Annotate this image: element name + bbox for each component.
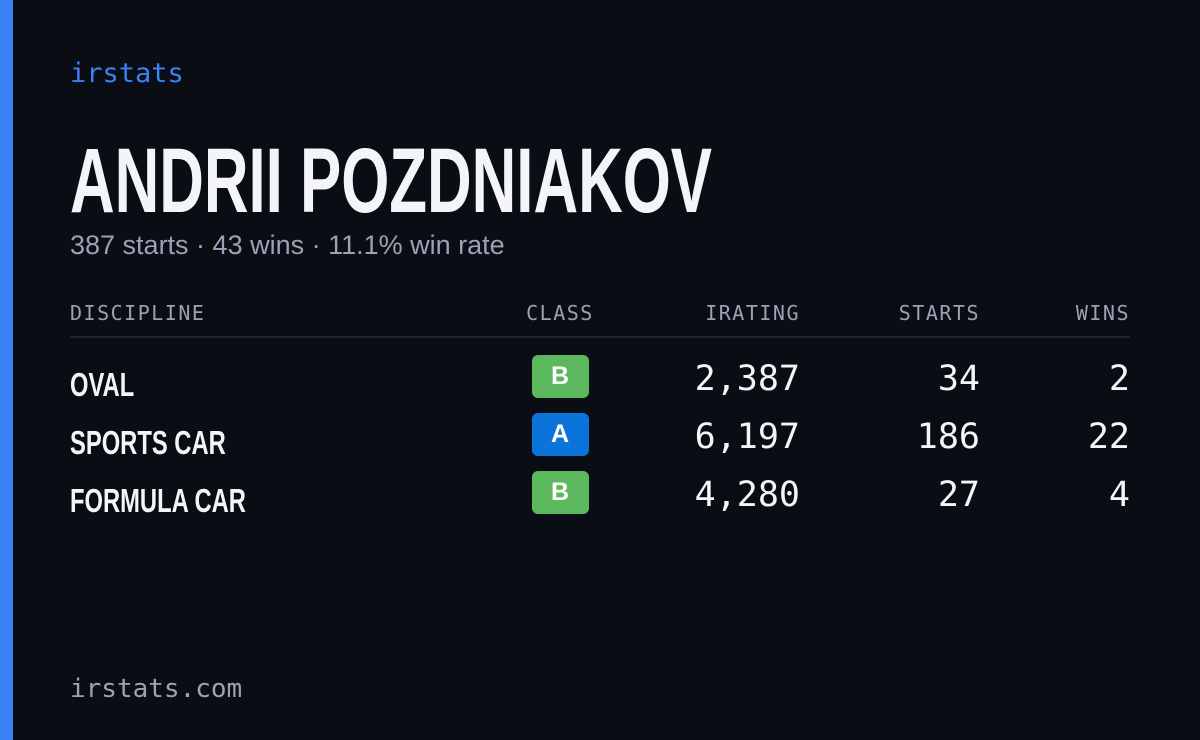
wins-value: 2 [1109,359,1130,399]
class-badge [532,471,589,514]
discipline-name: FORMULA CAR [70,483,246,520]
irating-value: 6,197 [695,417,800,457]
column-header: DISCIPLINE [70,301,205,325]
class-badge [532,413,589,456]
wins-value: 4 [1109,475,1130,515]
driver-summary: 387 starts · 43 wins · 11.1% win rate [70,230,505,260]
column-header: CLASS [526,301,594,325]
column-header: STARTS [899,301,980,325]
footer: irstats.com [70,674,242,704]
accent-bar [0,0,13,740]
class-badge [532,355,589,398]
discipline-name: OVAL [70,367,134,404]
irating-value: 2,387 [695,359,800,399]
class-letter: A [551,420,569,448]
discipline-name: SPORTS CAR [70,425,226,462]
class-letter: B [551,362,569,390]
starts-value: 27 [938,475,980,515]
starts-value: 34 [938,359,980,399]
column-header: IRATING [705,301,800,325]
driver-name: ANDRII POZDNIAKOV [70,130,712,232]
brand: irstats [70,58,184,89]
class-letter: B [551,478,569,506]
starts-value: 186 [917,417,980,457]
stats-table: DISCIPLINE CLASS IRATING STARTS WINS OVAL B 2,3… [70,301,1130,520]
column-header: WINS [1076,301,1130,325]
wins-value: 22 [1088,417,1130,457]
irating-value: 4,280 [695,475,800,515]
